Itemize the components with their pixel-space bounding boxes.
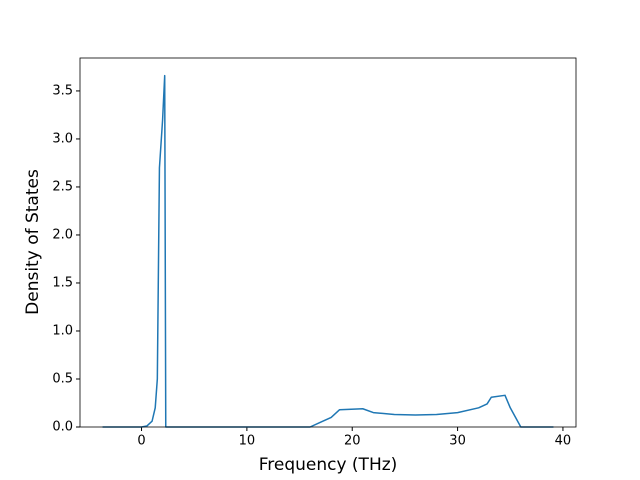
y-tick-label: 0.0 — [52, 420, 73, 435]
x-tick-label: 10 — [239, 434, 256, 449]
line — [102, 74, 554, 428]
y-tick-label: 0.5 — [52, 371, 73, 386]
x-axis-label: Frequency (THz) — [259, 455, 398, 475]
x-tick-label: 0 — [137, 434, 145, 449]
y-axis-label: Density of States — [23, 169, 43, 315]
y-tick-label: 1.0 — [52, 323, 73, 338]
y-tick-label: 2.5 — [52, 179, 73, 194]
y-tick-label: 3.0 — [52, 131, 73, 146]
x-tick-label: 30 — [449, 434, 466, 449]
y-tick-label: 1.5 — [52, 275, 73, 290]
plot-frame — [79, 57, 577, 428]
x-tick-label: 40 — [555, 434, 572, 449]
x-tick-label: 20 — [344, 434, 361, 449]
y-tick-label: 3.5 — [52, 83, 73, 98]
y-tick-label: 2.0 — [52, 227, 73, 242]
